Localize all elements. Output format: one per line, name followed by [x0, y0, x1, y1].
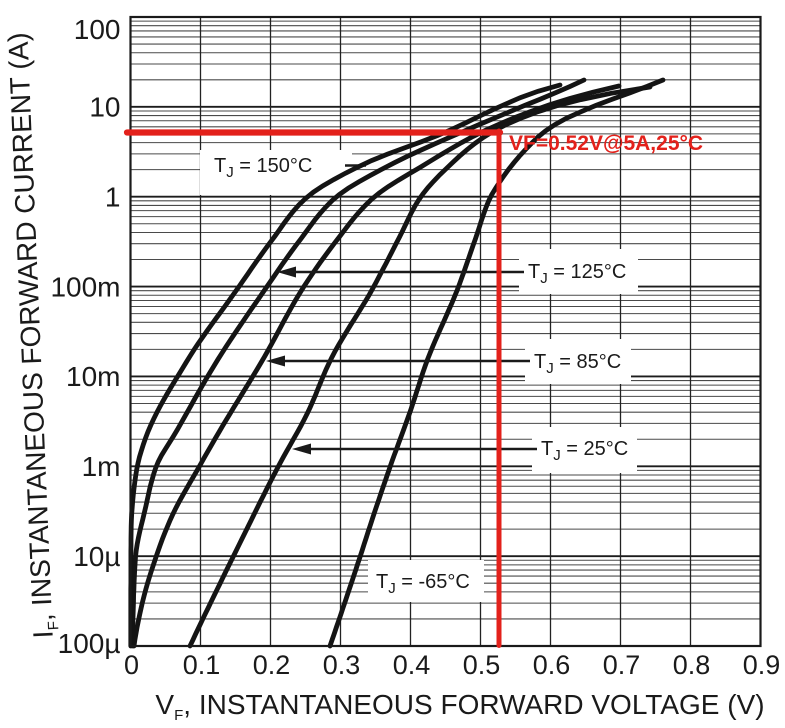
svg-text:100m: 100m [50, 271, 120, 302]
svg-text:10µ: 10µ [73, 541, 120, 572]
svg-text:0.8: 0.8 [673, 650, 711, 680]
svg-text:100µ: 100µ [58, 628, 121, 659]
svg-text:100: 100 [74, 14, 121, 45]
svg-text:1m: 1m [82, 451, 121, 482]
svg-text:VF, INSTANTANEOUS FORWARD VOLT: VF, INSTANTANEOUS FORWARD VOLTAGE (V) [155, 689, 764, 724]
svg-text:0.6: 0.6 [533, 650, 571, 680]
svg-text:10m: 10m [66, 361, 120, 392]
svg-text:0.3: 0.3 [323, 650, 361, 680]
svg-text:0.1: 0.1 [183, 650, 221, 680]
svg-text:1: 1 [105, 182, 121, 213]
svg-text:0.9: 0.9 [743, 650, 781, 680]
svg-text:0.7: 0.7 [603, 650, 641, 680]
svg-text:TJ = -65°C: TJ = -65°C [376, 571, 470, 597]
svg-text:0: 0 [124, 650, 139, 680]
svg-text:VF=0.52V@5A,25°C: VF=0.52V@5A,25°C [509, 132, 703, 155]
svg-text:10: 10 [89, 92, 120, 123]
svg-text:0.2: 0.2 [253, 650, 291, 680]
svg-text:TJ = 125°C: TJ = 125°C [528, 261, 626, 287]
svg-text:0.5: 0.5 [463, 650, 501, 680]
svg-text:TJ = 85°C: TJ = 85°C [534, 351, 621, 377]
svg-text:0.4: 0.4 [393, 650, 431, 680]
svg-text:TJ = 150°C: TJ = 150°C [214, 155, 312, 181]
